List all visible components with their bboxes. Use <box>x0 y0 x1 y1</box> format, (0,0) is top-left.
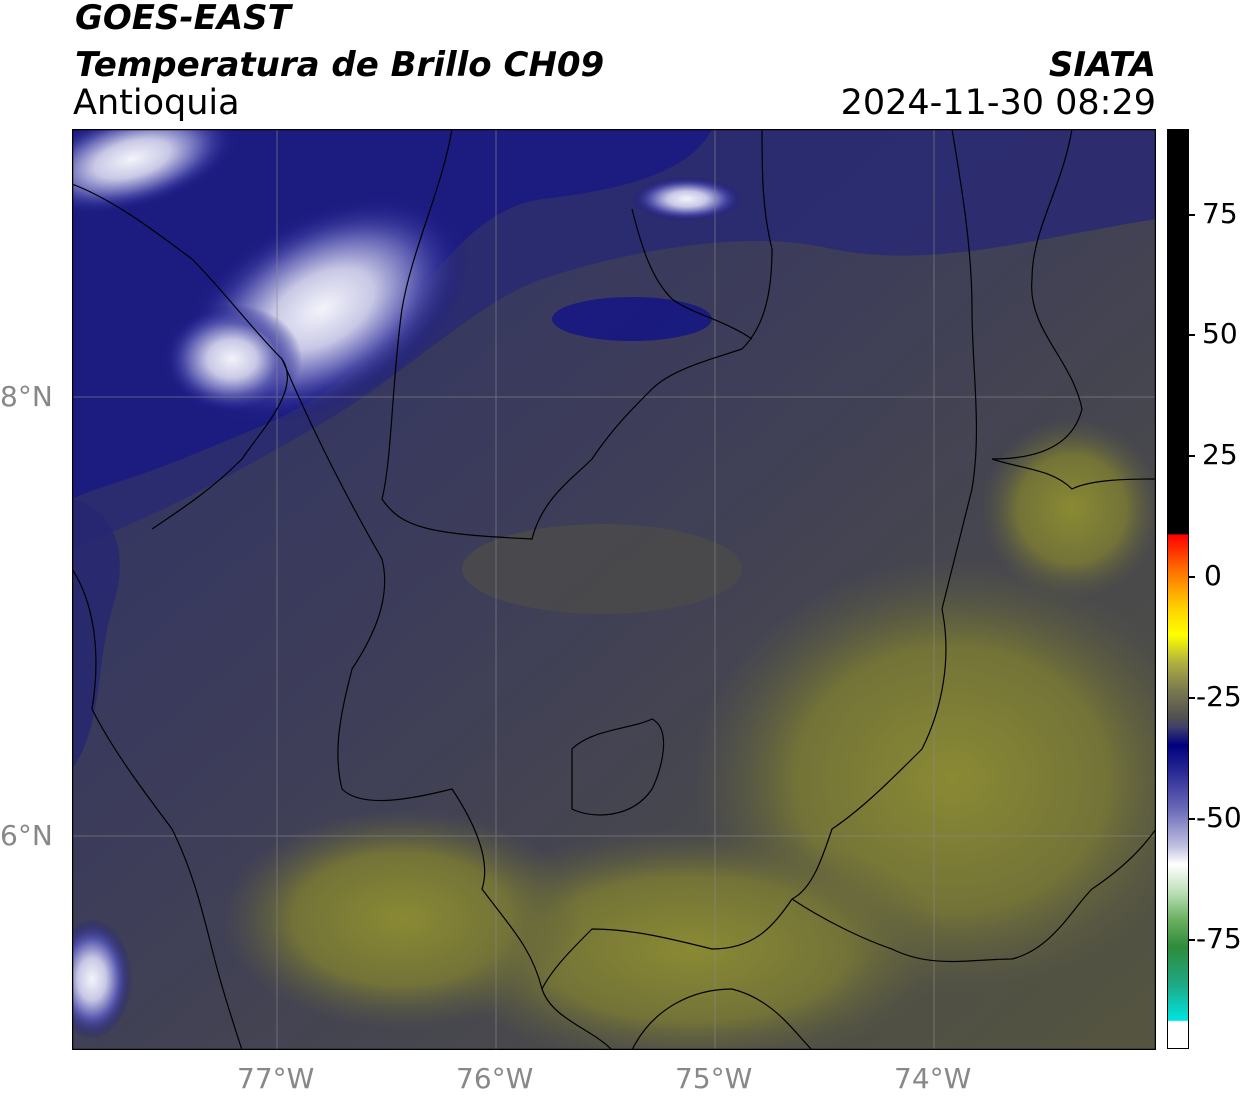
border-south <box>631 988 813 1050</box>
brightness-temperature-field <box>72 129 1156 1050</box>
graticule <box>72 129 1156 1050</box>
border-east-1 <box>941 129 978 610</box>
colorbar-label-75: 75 <box>1202 197 1238 230</box>
colorbar-tick <box>1189 697 1195 699</box>
colorbar-label-minus50: -50 <box>1196 801 1242 834</box>
border-pacific-coast <box>72 568 243 1050</box>
warm-region-northeast <box>982 419 1156 599</box>
lon-label-74w: 74°W <box>894 1062 972 1095</box>
border-cordoba <box>381 129 773 540</box>
colorbar-label-25: 25 <box>1202 438 1238 471</box>
convective-cloud-southwest <box>72 919 132 1039</box>
lon-label-76w: 76°W <box>456 1062 534 1095</box>
colorbar-gradient <box>1168 130 1188 1048</box>
administrative-borders <box>72 129 1156 1050</box>
colorbar-tick <box>1189 334 1195 336</box>
warm-region-southwest <box>222 809 582 1029</box>
region-title: Antioquia <box>73 83 240 123</box>
colorbar-label-minus75: -75 <box>1196 922 1242 955</box>
colorbar <box>1167 129 1189 1049</box>
lon-label-77w: 77°W <box>237 1062 315 1095</box>
satellite-title: GOES-EAST <box>75 0 291 38</box>
border-medellin-valley <box>571 718 665 816</box>
border-boyaca <box>791 828 1156 963</box>
datetime-label: 2024-11-30 08:29 <box>840 83 1156 123</box>
colorbar-label-50: 50 <box>1202 317 1238 350</box>
warm-patch-central <box>462 524 742 614</box>
colorbar-tick <box>1189 818 1195 820</box>
cold-cloud-streak <box>552 297 712 341</box>
border-magdalena <box>791 608 947 900</box>
border-east-2 <box>991 129 1156 490</box>
border-north-inner <box>631 208 753 340</box>
product-title: Temperatura de Brillo CH09 <box>75 45 605 85</box>
border-choco <box>281 358 613 1050</box>
border-caldas <box>541 898 793 990</box>
colorbar-tick <box>1189 939 1195 941</box>
convective-cloud-west <box>162 304 302 414</box>
lon-label-75w: 75°W <box>675 1062 753 1095</box>
map-frame <box>72 129 1156 1050</box>
colorbar-tick <box>1189 576 1195 578</box>
organization-label: SIATA <box>1048 45 1156 85</box>
coastline-uraba <box>72 183 288 530</box>
lat-label-6n: 6°N <box>0 819 53 852</box>
colorbar-tick <box>1189 455 1195 457</box>
colorbar-label-0: 0 <box>1204 559 1222 592</box>
colorbar-tick <box>1189 214 1195 216</box>
lat-label-8n: 8°N <box>0 380 53 413</box>
west-cold-strip <box>72 499 120 769</box>
colorbar-label-minus25: -25 <box>1196 680 1242 713</box>
colorbar-fill <box>1168 130 1188 1048</box>
satellite-map <box>72 129 1156 1050</box>
convective-cloud-northeast <box>632 177 742 221</box>
